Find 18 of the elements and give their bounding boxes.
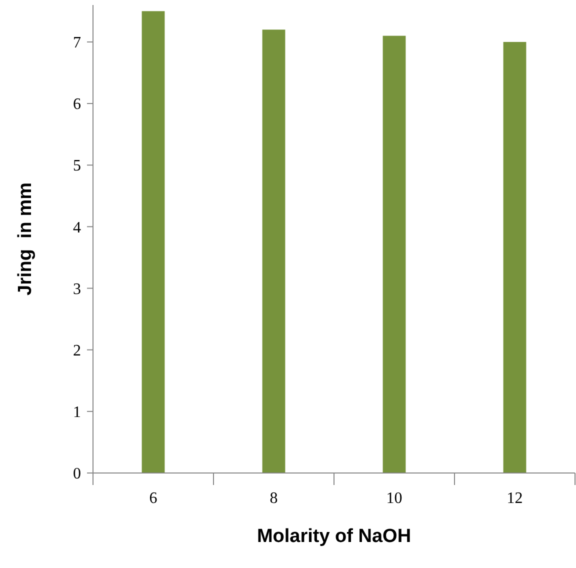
x-axis-title: Molarity of NaOH bbox=[256, 526, 412, 547]
x-tick-label: 8 bbox=[270, 490, 278, 507]
x-tick-label: 12 bbox=[506, 490, 523, 507]
y-tick-label: 6 bbox=[73, 96, 81, 114]
y-tick-label: 5 bbox=[73, 158, 81, 175]
y-axis-title: Jring in mm bbox=[15, 182, 36, 296]
y-tick-label: 7 bbox=[73, 34, 81, 52]
bar bbox=[503, 42, 526, 473]
x-tick-label: 6 bbox=[149, 490, 158, 507]
y-tick-label: 4 bbox=[73, 219, 81, 236]
y-tick-label: 0 bbox=[73, 466, 81, 483]
bar bbox=[262, 30, 286, 473]
y-tick-label: 2 bbox=[73, 342, 81, 360]
y-tick-label: 1 bbox=[73, 404, 81, 422]
bar bbox=[382, 36, 406, 473]
bar bbox=[142, 11, 165, 473]
x-tick-label: 10 bbox=[386, 490, 402, 507]
y-tick-label: 3 bbox=[73, 280, 81, 298]
